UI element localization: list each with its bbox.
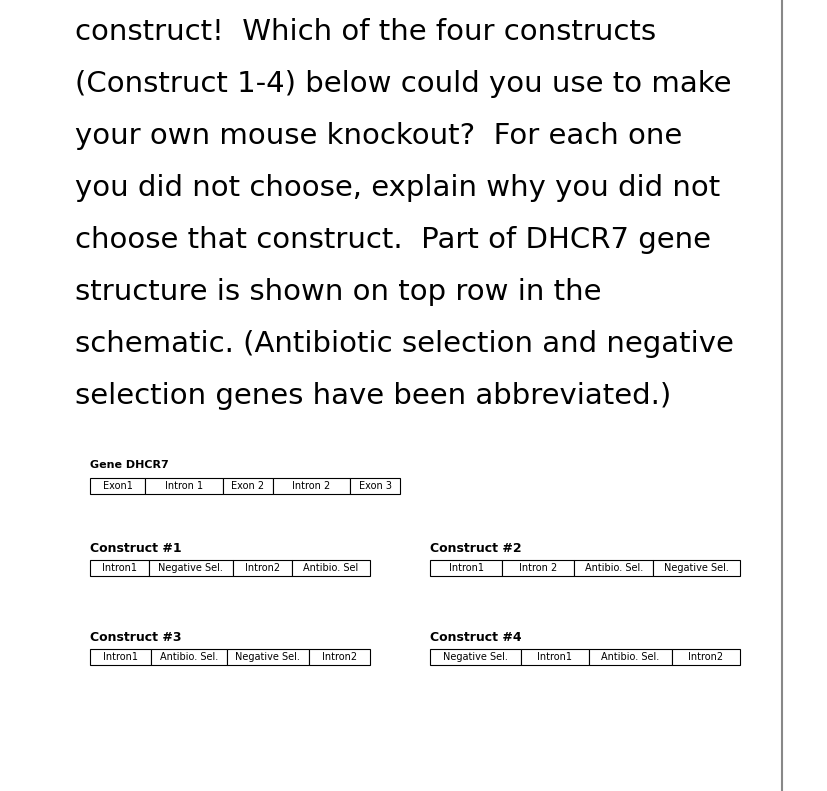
Text: Construct #2: Construct #2 [429,542,521,555]
Text: your own mouse knockout?  For each one: your own mouse knockout? For each one [74,122,681,150]
Text: Antibio. Sel: Antibio. Sel [303,563,358,573]
Text: Negative Sel.: Negative Sel. [663,563,729,573]
Bar [151,649,227,665]
Bar [672,649,739,665]
Text: construct!  Which of the four constructs: construct! Which of the four constructs [74,18,655,46]
Text: Negative Sel.: Negative Sel. [442,652,507,662]
Text: Exon 2: Exon 2 [231,481,264,491]
Text: Exon 3: Exon 3 [358,481,391,491]
Bar [588,649,672,665]
Text: Construct #1: Construct #1 [90,542,181,555]
Bar [520,649,588,665]
Bar [501,560,573,576]
Text: Intron 2: Intron 2 [519,563,557,573]
Text: Intron2: Intron2 [245,563,280,573]
Bar [429,560,501,576]
Text: you did not choose, explain why you did not: you did not choose, explain why you did … [74,174,719,202]
Text: Negative Sel.: Negative Sel. [158,563,223,573]
Text: structure is shown on top row in the: structure is shown on top row in the [74,278,600,306]
Text: Negative Sel.: Negative Sel. [235,652,299,662]
Text: Antibio. Sel.: Antibio. Sel. [160,652,218,662]
Bar [90,478,146,494]
Text: Gene DHCR7: Gene DHCR7 [90,460,169,470]
Text: Intron1: Intron1 [102,563,136,573]
Bar [90,649,151,665]
Bar [227,649,308,665]
Text: Construct #3: Construct #3 [90,631,181,644]
Bar [146,478,222,494]
Text: (Construct 1-4) below could you use to make: (Construct 1-4) below could you use to m… [74,70,730,98]
Text: Intron2: Intron2 [687,652,723,662]
Text: Exon1: Exon1 [103,481,132,491]
Bar [148,560,233,576]
Bar [308,649,370,665]
Text: schematic. (Antibiotic selection and negative: schematic. (Antibiotic selection and neg… [74,330,733,358]
Bar [233,560,291,576]
Text: choose that construct.  Part of DHCR7 gene: choose that construct. Part of DHCR7 gen… [74,226,710,254]
Text: Intron 2: Intron 2 [292,481,330,491]
Text: selection genes have been abbreviated.): selection genes have been abbreviated.) [74,382,670,410]
Text: Intron1: Intron1 [448,563,483,573]
Text: Intron1: Intron1 [103,652,138,662]
Text: Antibio. Sel.: Antibio. Sel. [600,652,658,662]
Bar [573,560,653,576]
Text: Construct #4: Construct #4 [429,631,521,644]
Bar [653,560,739,576]
Text: Intron2: Intron2 [322,652,356,662]
Bar [90,560,148,576]
Bar [272,478,350,494]
Bar [350,478,399,494]
Text: Intron1: Intron1 [537,652,571,662]
Bar [429,649,520,665]
Text: Intron 1: Intron 1 [165,481,203,491]
Bar [222,478,272,494]
Bar [291,560,370,576]
Text: Antibio. Sel.: Antibio. Sel. [584,563,643,573]
